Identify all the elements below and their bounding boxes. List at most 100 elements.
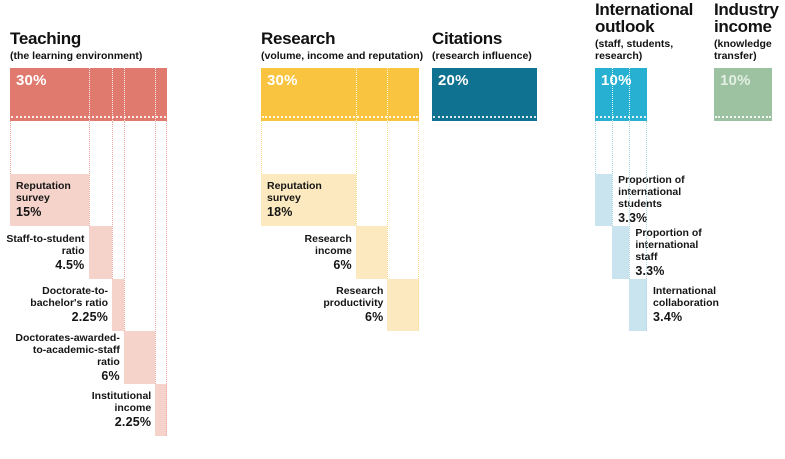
segment-label-line: collaboration <box>653 297 719 310</box>
section-header-industry-income: Industry income (knowledge transfer) <box>714 1 782 62</box>
segment-label-line: ratio <box>61 244 85 257</box>
segment-block <box>629 278 647 331</box>
segment-value: 2.25% <box>114 415 152 430</box>
segment-block <box>387 278 419 331</box>
segment-value: 3.3% <box>618 211 648 226</box>
column-guide <box>646 121 647 331</box>
section-header-citations: Citations (research influence) <box>432 30 557 63</box>
section-subtitle: (staff, students, research) <box>595 38 674 62</box>
section-title: Research <box>261 28 336 48</box>
column-guide <box>155 121 157 384</box>
segment-label-line: International <box>653 285 717 298</box>
segment-value: 3.4% <box>653 310 683 325</box>
bar-segment-divider <box>123 68 125 121</box>
segment-value: 15% <box>16 205 42 220</box>
section-title: Citations <box>432 28 503 48</box>
segment-value: 4.5% <box>55 257 85 272</box>
segment-label: International collaboration 3.4% <box>653 279 748 332</box>
column-guide <box>612 121 614 226</box>
section-subtitle: (knowledge transfer) <box>714 38 772 62</box>
segment-label-line: Reputation <box>16 180 71 193</box>
column-guide <box>261 121 262 174</box>
section-title: Teaching <box>10 28 81 48</box>
bar-segment-divider <box>112 68 114 121</box>
weight-bar <box>261 68 419 121</box>
column-guide <box>88 121 90 226</box>
section-header-research: Research (volume, income and reputation) <box>261 30 441 63</box>
segment-label-line: students <box>618 198 662 211</box>
bar-segment-divider <box>629 68 631 121</box>
segment-label: Institutional income 2.25% <box>0 384 152 437</box>
segment-label-line: Doctorates-awarded- <box>15 331 120 344</box>
column-guide <box>10 121 11 174</box>
segment-label-line: Research <box>336 285 384 298</box>
segment-block <box>261 173 356 226</box>
segment-label-line: survey <box>267 192 301 205</box>
bar-bottom-dotted-line <box>715 116 771 118</box>
section-header-international-outlook: International outlook (staff, students, … <box>595 0 694 62</box>
section-subtitle: (volume, income and reputation) <box>261 49 424 62</box>
bar-segment-divider <box>612 68 614 121</box>
column-guide <box>595 121 596 174</box>
bar-bottom-dotted-line <box>433 116 536 118</box>
segment-block <box>112 278 124 331</box>
segment-value: 18% <box>267 205 293 220</box>
section-title: Industry income <box>714 0 779 36</box>
segment-label: Research productivity 6% <box>223 279 383 332</box>
column-guide <box>166 121 167 436</box>
weight-bar-value: 30% <box>16 72 47 89</box>
bar-segment-divider <box>387 68 389 121</box>
segment-block <box>10 173 89 226</box>
segment-value: 3.3% <box>635 263 665 278</box>
segment-label-line: international <box>618 186 682 199</box>
bar-bottom-dotted-line <box>596 116 646 118</box>
bar-segment-divider <box>88 68 90 121</box>
segment-label-line: survey <box>16 192 50 205</box>
weight-bar <box>714 68 772 121</box>
segment-value: 6% <box>101 368 120 383</box>
segment-block <box>155 383 167 436</box>
segment-label-line: Institutional <box>91 390 152 403</box>
weight-bar-value: 20% <box>438 72 469 89</box>
segment-label-line: Staff-to-student <box>6 232 85 245</box>
segment-value: 6% <box>333 257 352 272</box>
bar-segment-divider <box>355 68 357 121</box>
segment-label-line: Proportion of <box>618 174 685 187</box>
segment-label-line: productivity <box>323 297 384 310</box>
section-title: International outlook <box>595 0 694 36</box>
column-guide <box>418 121 419 331</box>
segment-label: Staff-to-student ratio 4.5% <box>0 226 85 279</box>
column-guide <box>112 121 114 279</box>
weight-bar <box>595 68 647 121</box>
segment-label: Doctorates-awarded-to-academic-staff rati… <box>0 331 120 384</box>
segment-label: Reputation survey 18% <box>267 174 352 227</box>
segment-value: 2.25% <box>71 310 109 325</box>
segment-label-line: income <box>114 402 152 415</box>
weight-bar <box>432 68 537 121</box>
segment-block <box>88 226 113 279</box>
section-header-teaching: Teaching (the learning environment) <box>10 30 185 63</box>
weight-bar-value: 30% <box>267 72 298 89</box>
segment-block <box>355 226 388 279</box>
section-subtitle: (the learning environment) <box>10 49 143 62</box>
column-guide <box>629 121 631 279</box>
segment-label-line: bachelor's ratio <box>30 297 109 310</box>
bar-bottom-dotted-line <box>262 116 418 118</box>
segment-label-line: to-academic-staff <box>32 343 120 356</box>
section-subtitle: (research influence) <box>432 49 532 62</box>
segment-label-line: Doctorate-to- <box>42 285 109 298</box>
segment-label: Research income 6% <box>192 226 352 279</box>
segment-value: 6% <box>364 310 384 325</box>
column-guide <box>387 121 389 279</box>
segment-label: Proportion of international students 3.3% <box>618 174 713 227</box>
segment-label-line: Proportion of <box>635 226 702 239</box>
column-guide <box>355 121 357 226</box>
segment-label-line: ratio <box>97 355 120 368</box>
segment-label: Proportion of international staff 3.3% <box>635 226 730 279</box>
segment-block <box>612 226 630 279</box>
segment-label-line: Research <box>304 232 352 245</box>
segment-label-line: Reputation <box>267 180 322 193</box>
segment-block <box>123 331 156 384</box>
weight-bar-value: 10% <box>601 72 632 89</box>
